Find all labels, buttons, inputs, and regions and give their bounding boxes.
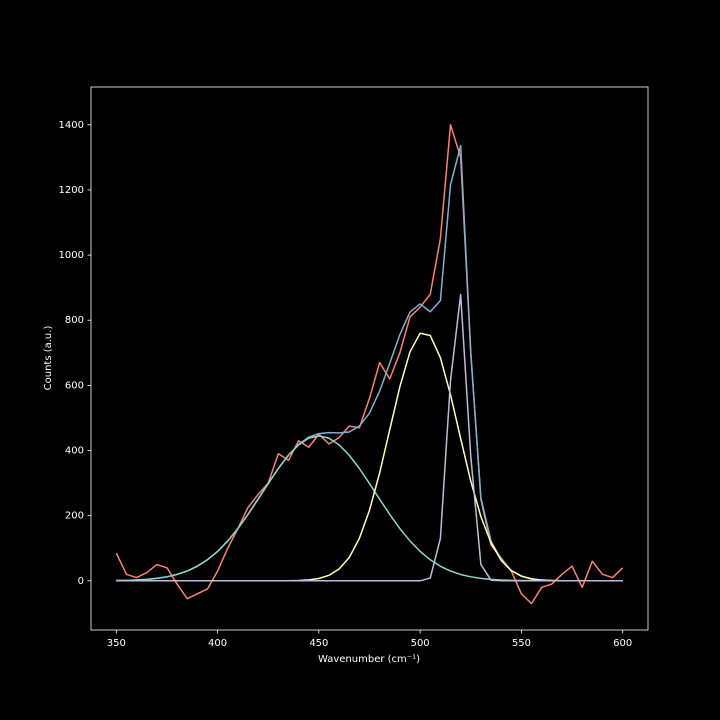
series-line: [116, 293, 623, 582]
x-tick-label: 500: [411, 638, 430, 649]
series-line: [115, 124, 624, 605]
x-tick-label: 600: [613, 638, 632, 649]
y-axis-label: Counts (a.u.): [43, 326, 54, 391]
series-line: [116, 332, 623, 582]
x-tick-label: 450: [309, 638, 328, 649]
y-tick-label: 400: [65, 446, 84, 457]
x-tick-label: 550: [512, 638, 531, 649]
y-tick-label: 200: [65, 511, 84, 522]
plot-frame: [90, 86, 649, 631]
y-tick-label: 0: [78, 576, 84, 587]
y-tick-label: 1200: [59, 185, 84, 196]
series-line: [116, 144, 623, 582]
x-axis-label: Wavenumber (cm⁻¹): [318, 654, 420, 665]
x-tick-label: 400: [208, 638, 227, 649]
x-tick-label: 350: [107, 638, 126, 649]
y-tick-label: 1400: [59, 120, 84, 131]
y-tick-label: 800: [65, 315, 84, 326]
y-tick-label: 1000: [59, 250, 84, 261]
y-tick-label: 600: [65, 380, 84, 391]
